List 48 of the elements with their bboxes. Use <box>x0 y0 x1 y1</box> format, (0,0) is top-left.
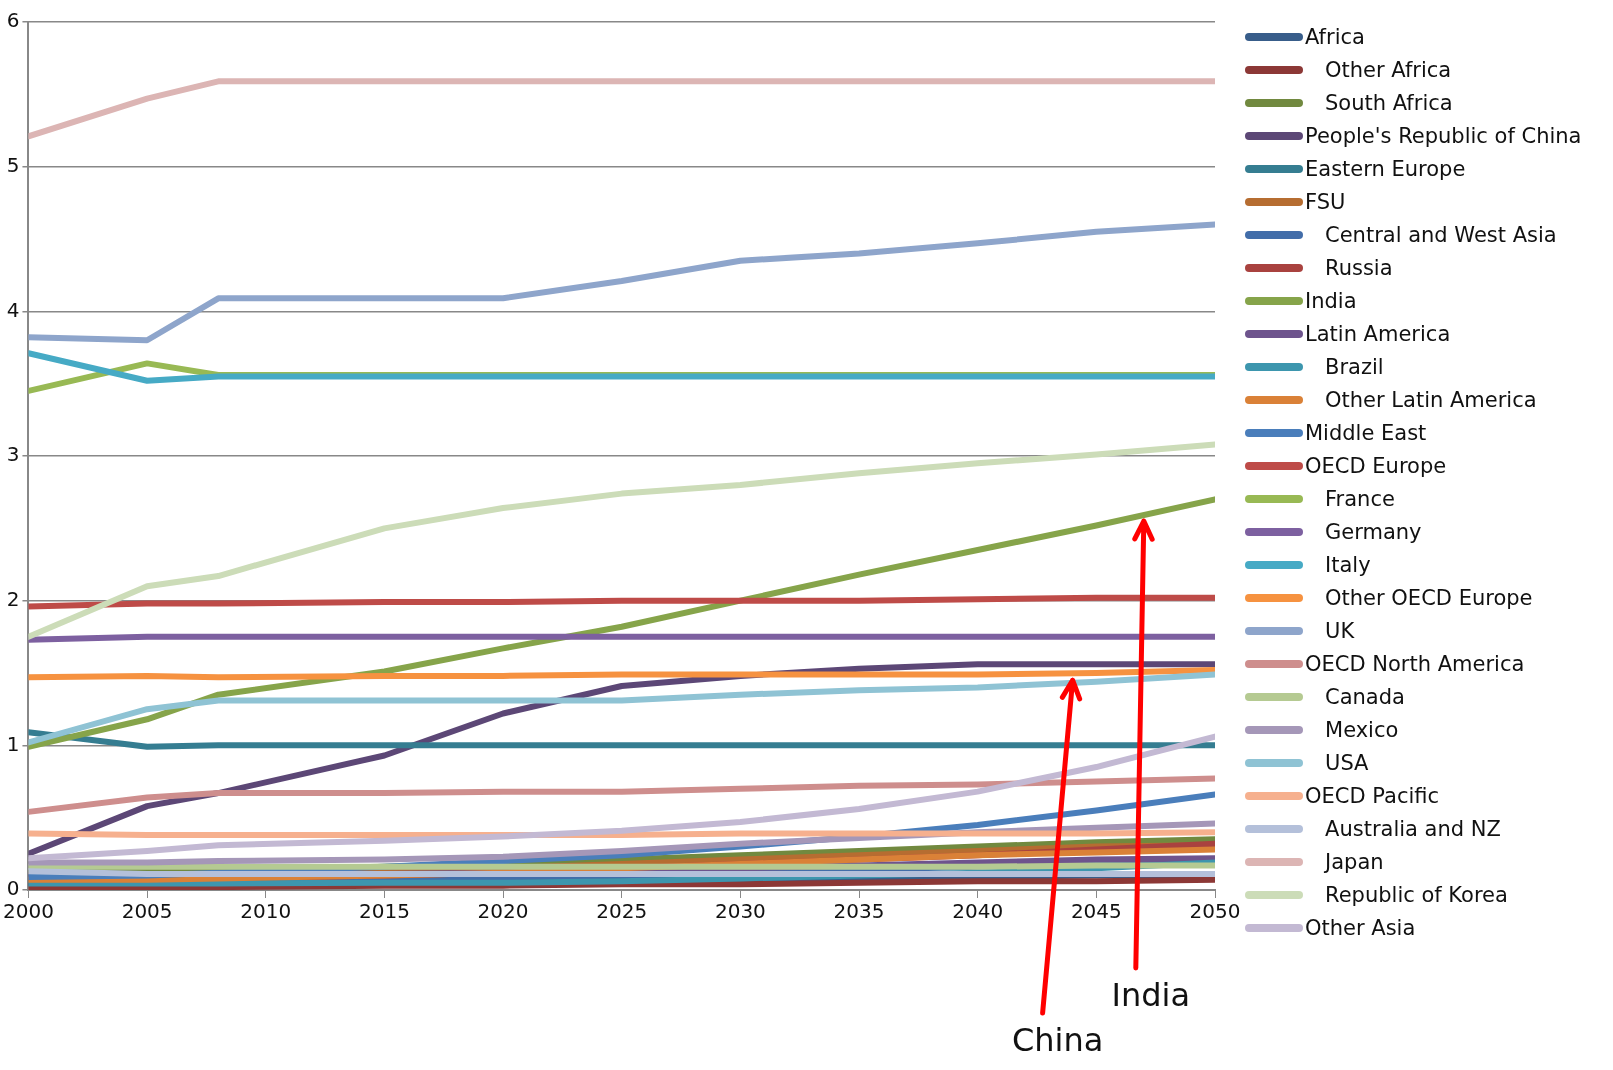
x-tick-label: 2005 <box>121 899 173 924</box>
x-tick-label: 2025 <box>596 899 648 924</box>
legend-label: Canada <box>1324 684 1405 709</box>
legend-label: Germany <box>1324 519 1422 544</box>
legend-label: Central and West Asia <box>1324 222 1557 247</box>
legend-label: OECD North America <box>1305 651 1525 676</box>
legend-label: France <box>1324 486 1395 511</box>
x-tick-label: 2020 <box>477 899 529 924</box>
legend-label: Mexico <box>1324 717 1399 742</box>
y-tick-label: 4 <box>6 297 20 322</box>
legend-label: OECD Pacific <box>1305 783 1440 808</box>
legend-label: Japan <box>1323 849 1384 874</box>
x-tick-label: 2000 <box>3 899 54 924</box>
x-tick-label: 2040 <box>952 899 1004 924</box>
y-tick-label: 6 <box>6 8 20 33</box>
x-tick-label: 2035 <box>833 899 885 924</box>
legend-label: UK <box>1324 618 1355 643</box>
y-tick-label: 0 <box>6 876 20 901</box>
legend-label: OECD Europe <box>1305 453 1447 478</box>
legend-label: South Africa <box>1324 90 1453 115</box>
x-tick-label: 2010 <box>240 899 292 924</box>
legend-label: Other Africa <box>1324 57 1452 82</box>
legend-label: Australia and NZ <box>1324 816 1501 841</box>
legend-label: Other Latin America <box>1324 387 1537 412</box>
legend-label: Latin America <box>1305 321 1451 346</box>
legend-label: People's Republic of China <box>1305 123 1582 148</box>
x-tick-label: 2045 <box>1070 899 1122 924</box>
legend-label: Africa <box>1305 24 1365 49</box>
legend-label: Brazil <box>1324 354 1384 379</box>
legend-label: Middle East <box>1305 420 1427 445</box>
y-tick-label: 1 <box>6 731 20 756</box>
x-tick-label: 2050 <box>1189 899 1241 924</box>
x-tick-label: 2030 <box>714 899 766 924</box>
legend-label: Russia <box>1324 255 1393 280</box>
y-tick-label: 3 <box>6 442 20 467</box>
y-tick-label: 2 <box>6 586 20 611</box>
legend-label: Eastern Europe <box>1305 156 1466 181</box>
annotation: India <box>1111 976 1191 1014</box>
legend-label: Other Asia <box>1305 915 1416 940</box>
legend-label: Italy <box>1324 552 1371 577</box>
legend-label: Other OECD Europe <box>1324 585 1533 610</box>
legend-label: USA <box>1324 750 1369 775</box>
legend-label: FSU <box>1305 189 1346 214</box>
legend-label: Republic of Korea <box>1324 882 1508 907</box>
x-tick-label: 2015 <box>358 899 410 924</box>
legend-label: India <box>1305 288 1357 313</box>
annotation: China <box>1011 1021 1104 1059</box>
y-tick-label: 5 <box>6 152 20 177</box>
